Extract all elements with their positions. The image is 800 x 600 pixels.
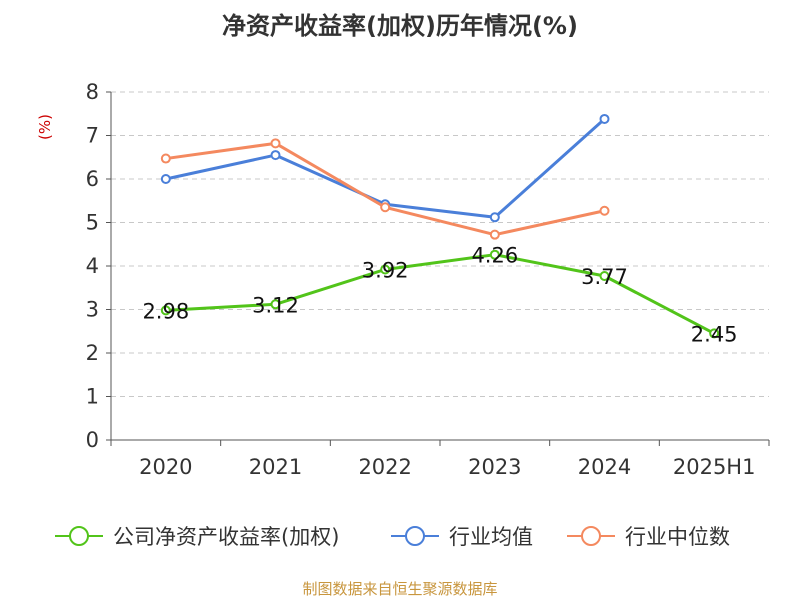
data-point <box>489 249 500 260</box>
gridlines <box>111 91 769 397</box>
data-label: 4.26 <box>471 244 518 268</box>
legend-label: 行业均值 <box>449 525 533 549</box>
source-note: 制图数据来自恒生聚源数据库 <box>302 580 498 598</box>
x-tick-label: 2022 <box>358 455 411 479</box>
legend-marker <box>405 526 425 546</box>
axes: 0 1 2 3 4 5 6 7 8 2020 2021 2022 2023 2024 2025H1 <box>86 80 770 479</box>
y-tick-label: 3 <box>86 298 99 322</box>
y-tick-label: 4 <box>86 254 99 278</box>
data-label: 2.98 <box>142 299 189 323</box>
legend-item: 行业中位数 <box>567 525 730 549</box>
y-tick-label: 8 <box>86 80 99 104</box>
data-point <box>599 271 610 282</box>
y-tick-label: 0 <box>86 428 99 452</box>
y-tick-label: 6 <box>86 167 99 191</box>
data-label: 2.45 <box>691 322 738 346</box>
data-point <box>709 328 720 339</box>
x-tick-label: 2020 <box>139 455 192 479</box>
legend-label: 公司净资产收益率(加权) <box>113 525 339 549</box>
data-label: 3.12 <box>252 293 299 317</box>
y-tick-label: 1 <box>86 385 99 409</box>
data-point <box>380 202 391 213</box>
x-tick-label: 2024 <box>578 455 631 479</box>
data-point <box>489 212 500 223</box>
chart-title: 净资产收益率(加权)历年情况(%) <box>222 12 578 40</box>
x-tick-label: 2021 <box>249 455 302 479</box>
data-label: 3.92 <box>362 258 409 282</box>
y-tick-label: 7 <box>86 124 99 148</box>
data-point <box>270 138 281 149</box>
data-point <box>599 113 610 124</box>
legend: 公司净资产收益率(加权) 行业均值 行业中位数 <box>55 525 730 549</box>
series <box>160 113 720 339</box>
data-point <box>380 264 391 275</box>
data-point <box>160 153 171 164</box>
data-point <box>160 305 171 316</box>
data-labels: 2.98 3.12 3.92 4.26 3.77 2.45 <box>142 244 737 347</box>
data-label: 3.77 <box>581 265 628 289</box>
data-point <box>599 205 610 216</box>
x-tick-label: 2025H1 <box>673 455 756 479</box>
data-point <box>489 229 500 240</box>
y-tick-label: 2 <box>86 341 99 365</box>
legend-marker <box>69 526 89 546</box>
data-point <box>270 299 281 310</box>
x-tick-label: 2023 <box>468 455 521 479</box>
y-tick-label: 5 <box>86 211 99 235</box>
legend-item: 公司净资产收益率(加权) <box>55 525 339 549</box>
data-point <box>160 174 171 184</box>
data-point <box>270 150 281 161</box>
legend-marker <box>581 526 601 546</box>
legend-item: 行业均值 <box>391 525 533 549</box>
legend-label: 行业中位数 <box>625 525 730 549</box>
y-axis-label: (%) <box>36 114 54 140</box>
series-line <box>165 141 605 237</box>
series-line <box>165 253 715 335</box>
